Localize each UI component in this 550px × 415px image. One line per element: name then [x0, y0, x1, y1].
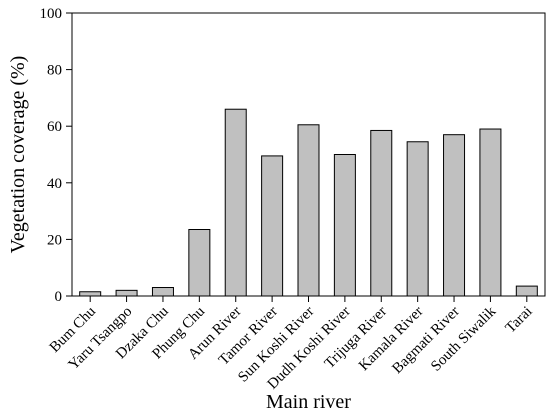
bar-south-siwalik: [479, 128, 502, 297]
x-tick-label: Tarai: [503, 304, 536, 337]
x-tick-label: South Siwalik: [428, 303, 499, 374]
y-tick-label: 60: [47, 119, 62, 135]
y-tick-label: 20: [47, 232, 62, 248]
bar-bagmati-river: [443, 134, 466, 297]
bar-dudh-koshi-river: [333, 154, 356, 297]
bar-sun-koshi-river: [297, 124, 320, 297]
y-tick-label: 40: [47, 176, 62, 192]
bar-phung-chu: [188, 229, 211, 297]
y-tick-label: 80: [47, 63, 62, 79]
bar-dzaka-chu: [151, 287, 174, 297]
y-ticks: 0 20 40 60 80 100: [40, 6, 72, 305]
x-axis-title: Main river: [266, 391, 351, 413]
bars-layer: [79, 108, 538, 297]
bar-trijuga-river: [370, 129, 393, 297]
bar-tarai: [515, 285, 538, 297]
bar-tamor-river: [261, 155, 284, 297]
y-axis-title: Vegetation coverage (%): [7, 56, 29, 254]
y-tick-label: 100: [40, 6, 63, 22]
bar-kamala-river: [406, 141, 429, 297]
bar-yaru-tsangpo: [115, 289, 138, 297]
y-tick-label: 0: [55, 289, 63, 305]
bar-bum-chu: [79, 291, 102, 297]
bar-arun-river: [224, 108, 247, 297]
